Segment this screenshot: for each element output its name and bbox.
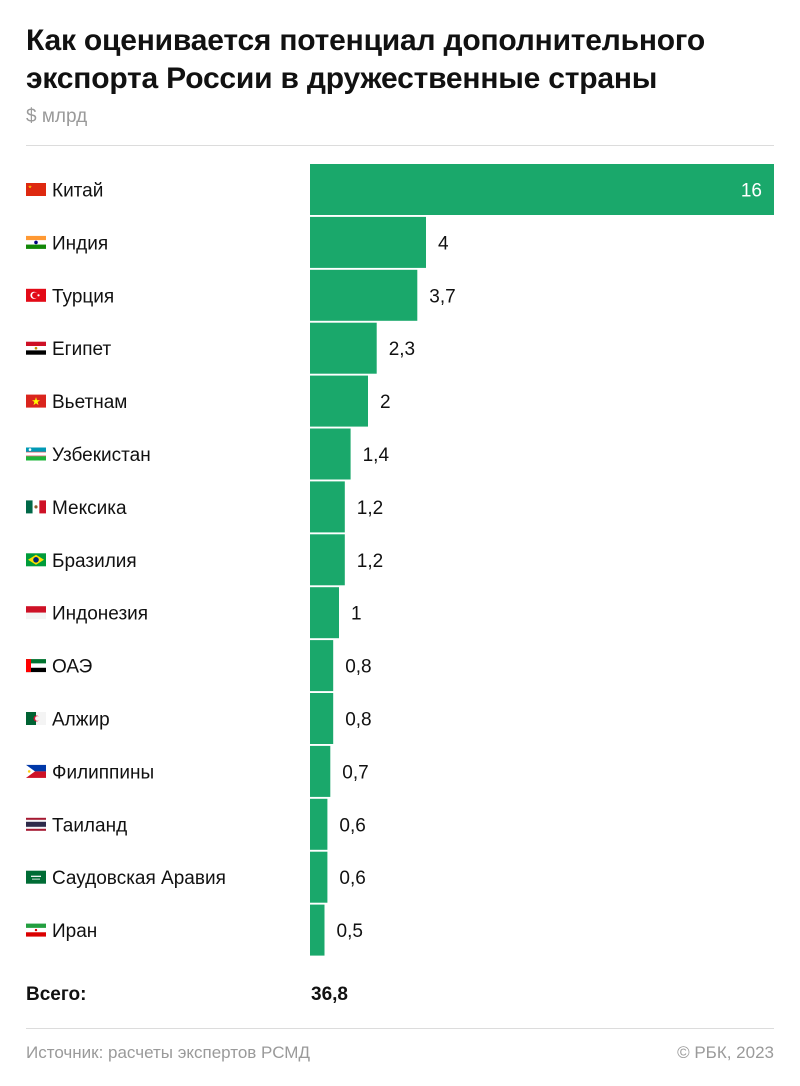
flag-china-icon: [26, 183, 46, 196]
value-label: 1: [351, 604, 362, 625]
value-label: 0,5: [337, 921, 363, 942]
bar-row: Иран 0,5: [26, 904, 363, 956]
chart-title: Как оценивается потенциал дополнительног…: [26, 22, 776, 98]
bar: [310, 640, 334, 692]
flag-uzbekistan-icon: [26, 447, 46, 461]
flag-iran-icon: [26, 923, 46, 937]
bar: [310, 587, 339, 639]
copyright: © РБК, 2023: [677, 1043, 774, 1062]
category-label: Узбекистан: [52, 445, 151, 466]
category-label: Китай: [52, 181, 103, 202]
bar-row: Филиппины 0,7: [26, 745, 369, 797]
flag-algeria-icon: [26, 712, 46, 725]
chart-title-line-2: экспорта России в дружественные страны: [26, 62, 658, 95]
bar-row: Саудовская Аравия 0,6: [26, 851, 366, 903]
category-label: Египет: [52, 339, 111, 360]
bar-row: Турция 3,7: [26, 269, 456, 321]
bar: [310, 798, 328, 850]
category-label: ОАЭ: [52, 657, 92, 678]
bar-row: Бразилия 1,2: [26, 534, 383, 586]
unit-label: $ млрд: [26, 106, 88, 127]
value-label: 1,4: [363, 445, 390, 466]
bar-row: ОАЭ 0,8: [26, 640, 372, 692]
value-label: 0,8: [345, 657, 371, 678]
category-label: Саудовская Аравия: [52, 868, 226, 889]
top-divider: [26, 145, 774, 146]
value-label: 2,3: [389, 339, 415, 360]
bar: [310, 375, 368, 427]
bar-row: Узбекистан 1,4: [26, 428, 390, 480]
category-label: Индия: [52, 233, 108, 254]
flag-india-icon: [26, 235, 46, 249]
value-label: 1,2: [357, 551, 383, 572]
bar: [310, 428, 351, 480]
bar: [310, 851, 328, 903]
total-value: 36,8: [311, 984, 348, 1005]
category-label: Филиппины: [52, 762, 154, 783]
bar-row: Китай 16: [26, 164, 774, 215]
bottom-divider: [26, 1028, 774, 1029]
value-label: 0,7: [342, 762, 368, 783]
flag-uae-icon: [26, 659, 46, 673]
flag-mexico-icon: [26, 500, 46, 514]
flag-thailand-icon: [26, 817, 46, 831]
value-label: 0,8: [345, 710, 371, 731]
bar: [310, 904, 325, 956]
category-label: Мексика: [52, 498, 127, 519]
value-label: 1,2: [357, 498, 383, 519]
bar: [310, 745, 331, 797]
flag-indonesia-icon: [26, 606, 46, 620]
bar: [310, 216, 426, 268]
bar-row: Индия 4: [26, 216, 449, 268]
value-label: 0,6: [339, 868, 365, 889]
bar-row: Вьетнам 2: [26, 375, 391, 427]
bar: [310, 269, 418, 321]
value-label: 16: [741, 181, 762, 202]
flag-philippines-icon: [26, 764, 46, 778]
bar: [310, 693, 334, 744]
category-label: Иран: [52, 921, 97, 942]
bar: [310, 534, 345, 586]
flag-egypt-icon: [26, 341, 46, 355]
flag-vietnam-icon: [26, 394, 46, 408]
bar-chart: Китай 16 Индия 4 Турция 3,7 Египет 2,3 Вьетнам 2 У…: [26, 164, 774, 956]
category-label: Турция: [52, 286, 114, 307]
bar-row: Таиланд 0,6: [26, 798, 366, 850]
flag-saudi-arabia-icon: [26, 870, 46, 884]
value-label: 0,6: [339, 815, 365, 836]
category-label: Вьетнам: [52, 392, 127, 413]
bar-row: Мексика 1,2: [26, 481, 383, 533]
category-label: Таиланд: [52, 815, 127, 836]
value-label: 3,7: [429, 286, 455, 307]
category-label: Алжир: [52, 710, 110, 731]
flag-brazil-icon: [26, 553, 46, 567]
bar: [310, 322, 377, 374]
source-note: Источник: расчеты экспертов РСМД: [26, 1043, 310, 1062]
bar: [310, 481, 345, 533]
bar-row: Египет 2,3: [26, 322, 415, 374]
chart-title-line-1: Как оценивается потенциал дополнительног…: [26, 24, 705, 57]
bar-row: Алжир 0,8: [26, 693, 372, 744]
total-label: Всего:: [26, 984, 87, 1005]
category-label: Индонезия: [52, 604, 148, 625]
bar: [310, 164, 774, 215]
flag-turkey-icon: [26, 288, 46, 302]
value-label: 2: [380, 392, 391, 413]
value-label: 4: [438, 233, 449, 254]
category-label: Бразилия: [52, 551, 137, 572]
bar-row: Индонезия 1: [26, 587, 362, 639]
